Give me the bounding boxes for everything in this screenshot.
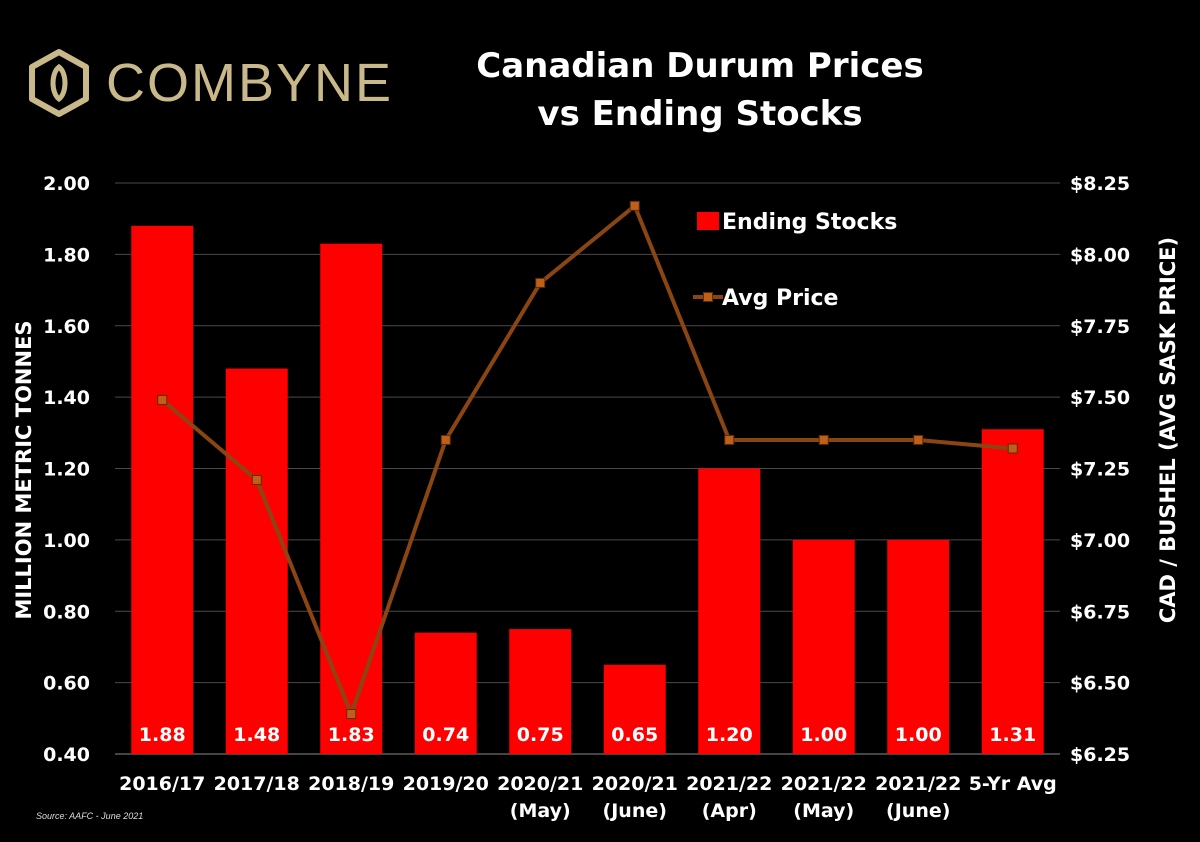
bar-value-label: 0.65 xyxy=(611,724,658,746)
chart-title-line-1: Canadian Durum Prices xyxy=(476,46,924,86)
legend-label-ending-stocks: Ending Stocks xyxy=(722,210,897,235)
legend-swatch-ending-stocks xyxy=(697,212,719,230)
bar-7 xyxy=(698,468,761,754)
y2-axis-title: CAD / BUSHEL (AVG SASK PRICE) xyxy=(1156,237,1180,623)
avg-price-marker xyxy=(913,434,924,445)
bar-value-label: 1.00 xyxy=(800,724,847,746)
y-tick-label: 1.20 xyxy=(43,459,90,481)
legend-marker-avg-price xyxy=(703,292,713,302)
y-tick-label: 0.40 xyxy=(43,744,90,766)
x-tick-label: 2020/21 xyxy=(592,773,678,795)
bar-9 xyxy=(887,539,950,754)
x-tick-label: (Apr) xyxy=(702,800,757,822)
x-tick-label: 2017/18 xyxy=(214,773,300,795)
combyne-logo-icon xyxy=(29,49,89,117)
bar-3 xyxy=(320,243,383,754)
avg-price-marker xyxy=(440,434,451,445)
y-tick-label: 2.00 xyxy=(43,173,90,195)
y-tick-label: 1.40 xyxy=(43,387,90,409)
x-tick-label: 2021/22 xyxy=(686,773,772,795)
bar-8 xyxy=(792,539,855,754)
bar-4 xyxy=(414,632,477,754)
legend-label-avg-price: Avg Price xyxy=(722,286,838,311)
bar-value-label: 0.75 xyxy=(517,724,564,746)
y2-tick-label: $6.25 xyxy=(1070,744,1130,766)
x-tick-label: 2016/17 xyxy=(119,773,205,795)
y2-tick-label: $7.75 xyxy=(1070,316,1130,338)
bar-10 xyxy=(981,429,1044,754)
x-tick-label: 2019/20 xyxy=(403,773,489,795)
avg-price-marker xyxy=(157,394,168,405)
bar-value-label: 1.20 xyxy=(706,724,753,746)
y2-tick-label: $7.50 xyxy=(1070,387,1130,409)
avg-price-marker xyxy=(818,434,829,445)
avg-price-marker xyxy=(1007,443,1018,454)
y2-tick-label: $6.50 xyxy=(1070,673,1130,695)
x-tick-label: 2020/21 xyxy=(497,773,583,795)
y2-tick-label: $8.00 xyxy=(1070,244,1130,266)
y-tick-label: 1.60 xyxy=(43,316,90,338)
x-tick-label: (May) xyxy=(793,800,854,822)
x-tick-label: (May) xyxy=(510,800,571,822)
source-note: Source: AAFC - June 2021 xyxy=(36,811,144,821)
avg-price-marker xyxy=(724,434,735,445)
y2-tick-label: $6.75 xyxy=(1070,601,1130,623)
x-tick-label: (June) xyxy=(603,800,667,822)
bar-value-label: 1.88 xyxy=(139,724,186,746)
bar-5 xyxy=(509,629,572,754)
x-tick-label: 2021/22 xyxy=(781,773,867,795)
y2-tick-label: $8.25 xyxy=(1070,173,1130,195)
logo-text: COMBYNE xyxy=(106,53,394,113)
y-tick-label: 1.80 xyxy=(43,244,90,266)
x-tick-label: 2021/22 xyxy=(875,773,961,795)
y2-tick-label: $7.25 xyxy=(1070,459,1130,481)
company-logo: COMBYNE xyxy=(24,48,393,118)
avg-price-marker xyxy=(346,709,357,720)
bar-6 xyxy=(603,664,666,754)
y-tick-label: 1.00 xyxy=(43,530,90,552)
avg-price-line xyxy=(160,203,1013,717)
chart-title-line-2: vs Ending Stocks xyxy=(537,94,863,134)
bar-value-label: 0.74 xyxy=(422,724,469,746)
y-axis-title: MILLION METRIC TONNES xyxy=(12,320,36,619)
x-tick-label: 5-Yr Avg xyxy=(969,773,1057,795)
chart-title: Canadian Durum Prices vs Ending Stocks xyxy=(440,42,960,138)
y2-tick-label: $7.00 xyxy=(1070,530,1130,552)
avg-price-marker xyxy=(535,277,546,288)
y-tick-label: 0.80 xyxy=(43,601,90,623)
y-tick-label: 0.60 xyxy=(43,673,90,695)
x-tick-label: (June) xyxy=(886,800,950,822)
bar-2 xyxy=(225,368,288,754)
bar-value-label: 1.00 xyxy=(895,724,942,746)
avg-price-marker xyxy=(251,474,262,485)
bar-value-label: 1.83 xyxy=(328,724,375,746)
bar-value-label: 1.48 xyxy=(233,724,280,746)
bar-value-label: 1.31 xyxy=(989,724,1036,746)
bar-1 xyxy=(131,225,194,754)
x-tick-label: 2018/19 xyxy=(308,773,394,795)
avg-price-marker xyxy=(629,200,640,211)
